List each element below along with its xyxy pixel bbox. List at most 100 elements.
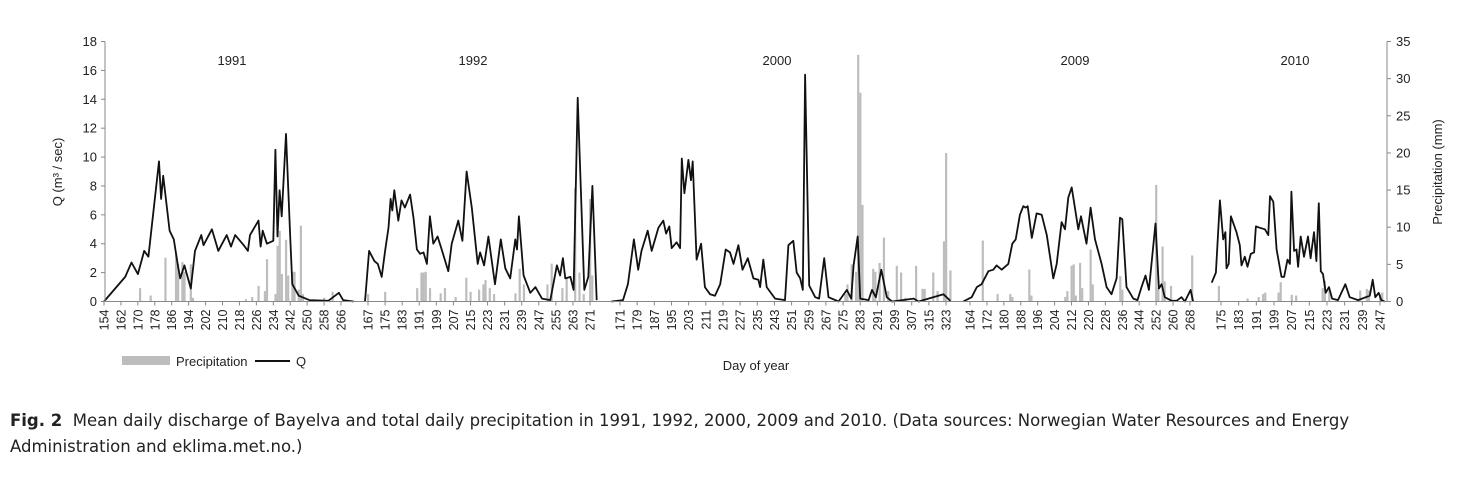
x-tick-label: 203 [682,309,696,330]
x-tick-label: 219 [716,309,730,330]
precipitation-bar [478,289,481,302]
x-tick-label: 239 [515,309,529,330]
precipitation-bar [278,230,281,302]
x-tick-label: 260 [1167,309,1181,330]
x-tick-label: 266 [334,309,348,330]
precipitation-bar [921,288,924,302]
precipitation-bar [1081,288,1084,302]
precipitation-bar [174,252,178,302]
x-tick-label: 231 [1338,309,1352,330]
precipitation-bar [454,297,457,302]
precipitation-bar [859,92,862,302]
precipitation-bar [1365,288,1368,302]
precipitation-bar [1246,298,1249,302]
precipitation-bar [578,272,581,302]
precipitation-bar [422,272,425,302]
x-tick-label: 178 [148,309,162,330]
y-tick-label: 18 [83,34,97,49]
precipitation-bar [857,54,860,302]
precipitation-bar [265,259,269,302]
x-tick-label: 255 [549,309,563,330]
x-tick-label: 307 [905,309,919,330]
x-tick-label: 187 [648,309,662,330]
precipitation-bar [981,240,984,302]
precipitation-bar [923,288,926,302]
panel-year-label: 2010 [1281,53,1310,68]
x-tick-label: 323 [940,309,954,330]
x-tick-label: 242 [284,309,298,330]
precipitation-bar [469,291,472,302]
q-line-2009 [962,186,1194,303]
precipitation-bar [1078,262,1082,302]
y2-tick-label: 0 [1396,294,1403,309]
y-tick-label: 0 [90,294,97,309]
precipitation-bar [1328,290,1331,302]
x-tick-label: 180 [997,309,1011,330]
x-tick-label: 170 [131,309,145,330]
x-tick-label: 207 [1285,309,1299,330]
precipitation-bar [1089,249,1092,302]
precipitation-bar [861,204,864,302]
precipitation-bar [895,265,898,302]
precipitation-bar [183,271,186,302]
precipitation-bar [1121,289,1124,302]
y2-tick-label: 20 [1396,145,1410,160]
precipitation-bar [263,291,267,302]
q-line-2000 [611,73,951,303]
precipitation-bar [882,237,886,302]
x-tick-label: 164 [964,309,978,330]
figure-caption: Fig. 2 Mean daily discharge of Bayelva a… [10,408,1470,460]
precipitation-bar [1157,288,1160,302]
x-tick-label: 247 [1373,309,1387,330]
y2-tick-label: 15 [1396,183,1410,198]
precipitation-bar [996,294,999,302]
precipitation-bar [1169,285,1173,302]
precipitation-bar [1064,297,1067,302]
panel-year-label: 2000 [763,53,792,68]
precipitation-bar [1163,281,1166,302]
x-tick-label: 175 [379,309,393,330]
x-tick-label: 183 [396,309,410,330]
precipitation-bar [428,288,432,302]
x-tick-label: 215 [464,309,478,330]
x-tick-label: 175 [1215,309,1229,330]
panel-year-label: 2009 [1061,53,1090,68]
precipitation-bar [1030,295,1033,302]
y-tick-label: 14 [83,92,97,107]
x-tick-label: 227 [734,309,748,330]
x-tick-label: 212 [1065,309,1079,330]
precipitation-bar [1295,295,1298,302]
x-tick-label: 291 [871,309,885,330]
x-tick-label: 234 [267,309,281,330]
y-tick-label: 12 [83,121,97,136]
x-tick-label: 179 [631,309,645,330]
y2-tick-label: 10 [1396,220,1410,235]
legend: Precipitation Q [122,354,306,369]
x-tick-label: 299 [888,309,902,330]
precipitation-bar [565,277,568,302]
precipitation-bar [1290,294,1293,302]
caption-text: Mean daily discharge of Bayelva and tota… [10,411,1350,456]
precipitation-bar [1277,292,1280,302]
y-tick-label: 8 [90,178,97,193]
precipitation-bar [257,285,260,302]
x-tick-label: 283 [854,309,868,330]
precipitation-bar [244,299,247,302]
x-tick-label: 250 [301,309,315,330]
precipitation-bar [1072,264,1075,302]
precipitation-bar [1119,276,1122,302]
precipitation-bar [416,288,419,302]
y-tick-label: 6 [90,207,97,222]
precipitation-bar [1261,294,1265,302]
x-tick-label: 244 [1133,309,1147,330]
x-tick-label: 202 [199,309,213,330]
precipitation-bar [1028,269,1031,302]
precipitation-bar [942,241,946,302]
precipitation-bar [251,297,254,302]
precipitation-bar [932,272,935,302]
precipitation-bar [424,271,427,302]
legend-q-label: Q [296,354,306,369]
x-tick-label: 207 [447,309,461,330]
precipitation-bar [949,270,952,302]
